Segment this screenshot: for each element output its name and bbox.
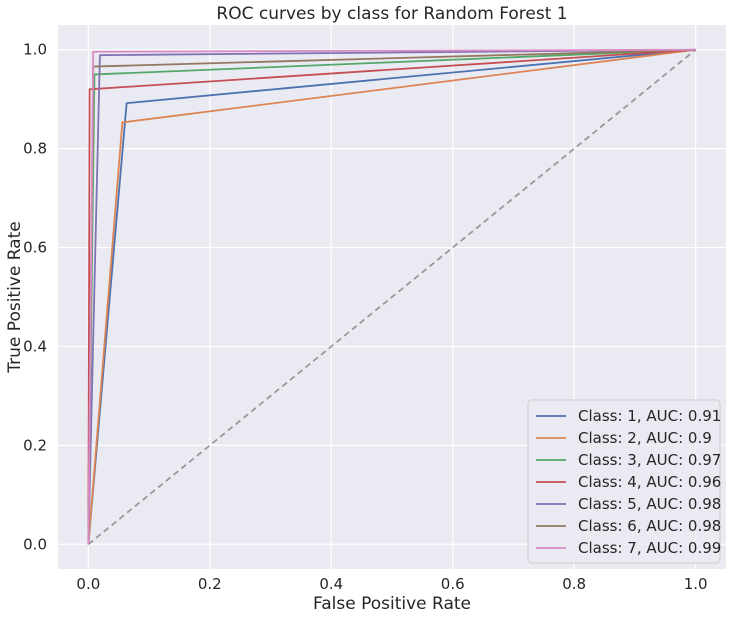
plot-area xyxy=(58,25,726,569)
reference-diagonal-line xyxy=(87,49,697,545)
legend-label-class-7: Class: 7, AUC: 0.99 xyxy=(578,539,721,557)
reference-diagonal xyxy=(87,49,697,545)
x-tick-label-5: 1.0 xyxy=(684,575,708,593)
legend-label-class-1: Class: 1, AUC: 0.91 xyxy=(578,407,721,425)
legend-label-class-4: Class: 4, AUC: 0.96 xyxy=(578,473,721,491)
y-tick-labels: 0.0 0.2 0.4 0.6 0.8 1.0 xyxy=(23,41,47,554)
y-tick-label-1: 0.2 xyxy=(23,436,47,454)
x-tick-labels: 0.0 0.2 0.4 0.6 0.8 1.0 xyxy=(76,575,707,593)
x-tick-label-0: 0.0 xyxy=(76,575,100,593)
legend-label-class-6: Class: 6, AUC: 0.98 xyxy=(578,517,721,535)
y-tick-label-3: 0.6 xyxy=(23,239,47,257)
y-axis-label: True Positive Rate xyxy=(5,221,25,373)
chart-title: ROC curves by class for Random Forest 1 xyxy=(216,4,567,24)
legend-label-class-3: Class: 3, AUC: 0.97 xyxy=(578,451,721,469)
x-tick-label-2: 0.4 xyxy=(319,575,343,593)
series-line-class-2 xyxy=(87,48,696,545)
x-tick-label-3: 0.6 xyxy=(441,575,465,593)
legend-label-class-2: Class: 2, AUC: 0.9 xyxy=(578,429,712,447)
x-tick-label-1: 0.2 xyxy=(198,575,222,593)
x-axis-label: False Positive Rate xyxy=(313,594,471,614)
y-tick-label-4: 0.8 xyxy=(23,140,47,158)
series-line-class-5 xyxy=(87,48,696,545)
legend-items: Class: 1, AUC: 0.91 Class: 2, AUC: 0.9 Cla… xyxy=(536,407,721,557)
y-tick-label-0: 0.0 xyxy=(23,535,47,553)
x-tick-label-4: 0.8 xyxy=(562,575,586,593)
legend: Class: 1, AUC: 0.91 Class: 2, AUC: 0.9 Cla… xyxy=(527,399,721,564)
grid xyxy=(58,25,726,569)
series-lines xyxy=(87,48,696,545)
y-tick-label-5: 1.0 xyxy=(23,41,47,59)
legend-label-class-5: Class: 5, AUC: 0.98 xyxy=(578,495,721,513)
series-line-class-4 xyxy=(87,48,696,545)
legend-box xyxy=(527,399,721,564)
y-tick-label-2: 0.4 xyxy=(23,337,47,355)
series-line-class-7 xyxy=(87,48,696,545)
